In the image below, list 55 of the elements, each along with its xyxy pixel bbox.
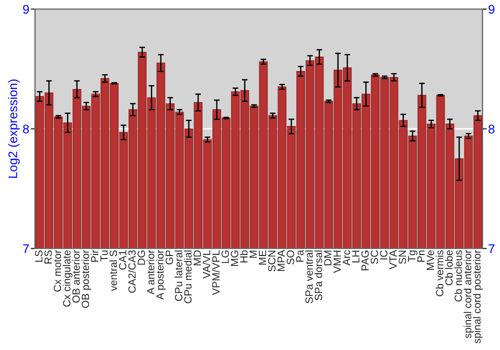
x-tick-label: OB anterior: [72, 250, 80, 303]
y-tick-label: 9: [23, 4, 29, 14]
x-tick-label: IC: [380, 250, 388, 260]
x-tick-label: Hb: [240, 250, 248, 262]
x-tick-label: spinal cord posterior: [472, 250, 483, 344]
x-tick-label: Pa: [296, 250, 304, 262]
x-tick-label: Cb lobe: [445, 250, 453, 286]
x-tick-label: M: [250, 250, 257, 258]
x-tick-label: MD: [194, 250, 201, 266]
y2-tick-label: 9: [488, 4, 494, 14]
x-tick-label: CPu lateral: [174, 250, 182, 301]
x-tick-label: SN: [398, 250, 406, 264]
y-tick-label: 8: [23, 124, 29, 134]
x-tick-label: spinal cord anterior: [464, 250, 474, 338]
x-tick-label: SC: [370, 250, 378, 264]
x-tick-label: VTA: [389, 250, 397, 270]
x-tick-label: CPu medial: [184, 250, 192, 304]
x-tick-label: Pir: [90, 250, 98, 262]
x-tick-label: Tu: [100, 250, 108, 262]
x-tick-label: ventral S: [109, 250, 118, 291]
x-tick-label: Tg: [408, 250, 418, 262]
y2-tick-label: 8: [488, 124, 494, 134]
x-tick-label: OB posterior: [81, 250, 92, 308]
x-tick-label: Cb nucleus: [454, 250, 462, 302]
x-tick-label: MVe: [426, 250, 434, 270]
x-tick-label: VMH: [334, 250, 341, 273]
x-tick-label: LH: [352, 250, 360, 262]
x-tick-label: Arc: [342, 250, 350, 266]
x-tick-label: Cb vermis: [436, 250, 444, 296]
x-tick-label: DM: [324, 250, 332, 266]
x-tick-label: SPa dorsal: [314, 250, 322, 300]
x-tick-label: Cx cingulate: [62, 250, 72, 307]
x-tick-label: MPA: [278, 250, 285, 271]
x-tick-label: GP: [166, 250, 173, 264]
x-tick-label: Cx motor: [54, 250, 62, 292]
x-tick-label: CA2/CA3: [128, 250, 136, 293]
x-tick-label: Pn: [417, 250, 425, 262]
x-tick-label: A anterior: [146, 250, 154, 294]
y-axis-title: Log2 (expression): [8, 80, 20, 178]
x-tick-label: A posterior: [156, 250, 166, 300]
x-tick-label: RS: [44, 250, 52, 264]
x-tick-label: SO: [286, 250, 294, 264]
x-tick-label: SCN: [268, 250, 276, 272]
x-tick-label: VPM/VPL: [212, 250, 220, 295]
x-tick-label: ME: [258, 250, 266, 265]
y-tick-label: 7: [23, 244, 29, 254]
x-tick-label: CA1: [118, 250, 126, 270]
x-tick-label: LS: [35, 250, 42, 262]
x-tick-label: PAG: [361, 250, 369, 270]
x-tick-label: VA/VL: [202, 250, 210, 279]
x-tick-label: MG: [230, 250, 238, 266]
y2-tick-label: 7: [488, 244, 494, 254]
x-tick-label: SPa ventral: [305, 250, 313, 304]
x-tick-label: DG: [138, 250, 146, 265]
x-tick-label: LG: [222, 250, 229, 263]
